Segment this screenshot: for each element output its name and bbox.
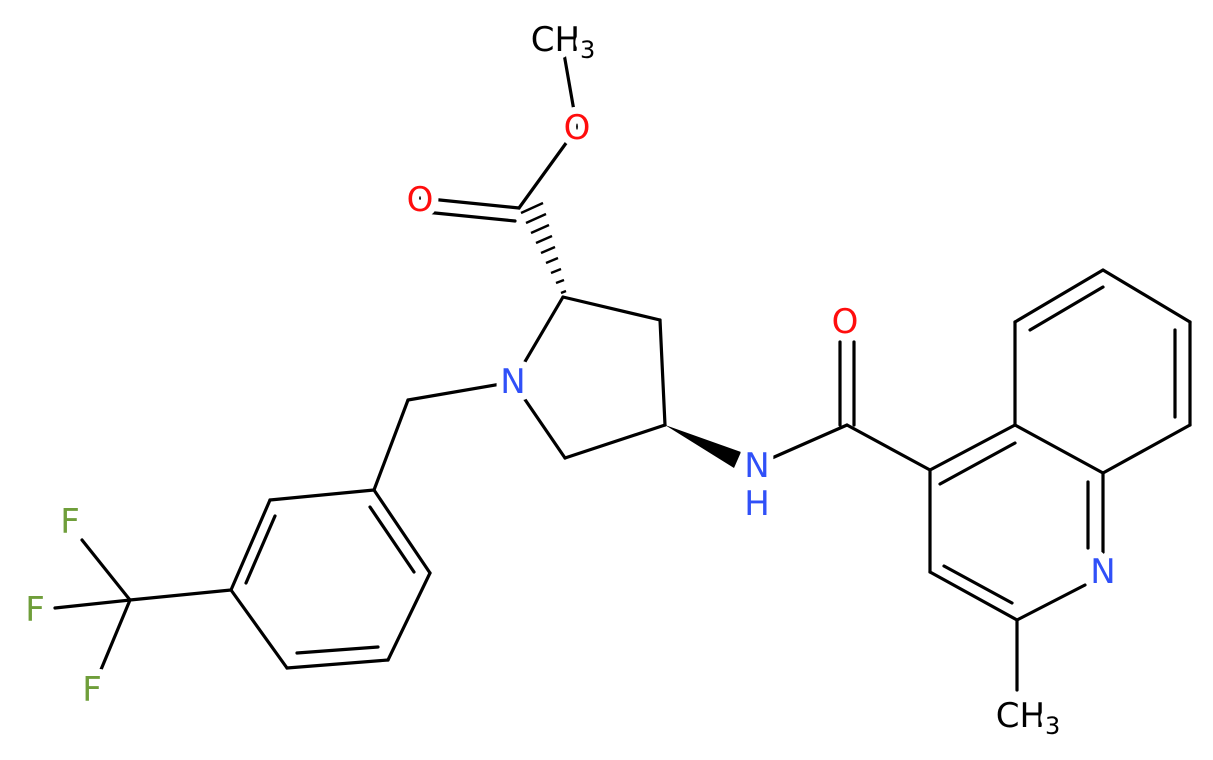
atom-labels: CH3 O O N N H O N CH3 F F F: [18, 13, 1123, 747]
bonds: [53, 46, 1192, 692]
amide-hydrogen: H: [744, 484, 770, 524]
carbonyl-oxygen: O: [407, 180, 434, 220]
pyrrolidine-nitrogen: N: [500, 362, 525, 402]
ester-oxygen: O: [564, 108, 591, 148]
amide-nitrogen: N: [744, 446, 769, 486]
fluorine: F: [60, 502, 80, 542]
fluorine: F: [25, 590, 45, 630]
bold-wedge: [665, 425, 741, 468]
hashed-wedge: [520, 201, 567, 295]
fluorine: F: [82, 670, 102, 710]
quinoline-nitrogen: N: [1090, 552, 1115, 592]
methyl-label: CH3: [996, 696, 1061, 740]
amide-oxygen: O: [832, 302, 859, 342]
methyl-label: CH3: [531, 20, 596, 64]
